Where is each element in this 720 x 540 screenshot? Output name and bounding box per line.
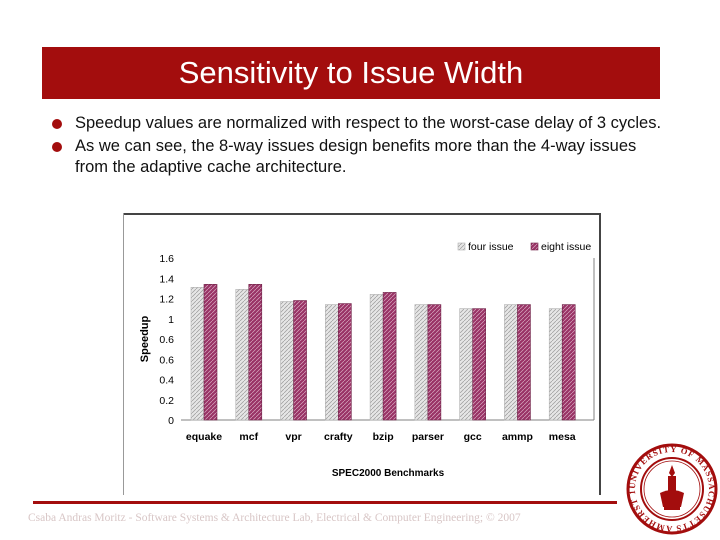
bar-eight-issue-gcc — [472, 308, 486, 421]
y-tick-label: 1.2 — [159, 294, 174, 306]
chart-frame-left — [123, 213, 124, 495]
bar-four-issue-bzip — [369, 294, 384, 421]
bar-four-issue-mcf — [235, 289, 250, 421]
x-tick-label: mcf — [239, 431, 258, 443]
bar-four-issue-ammp — [504, 304, 518, 421]
y-tick-label: 1.4 — [159, 273, 174, 285]
footer-credit: Csaba Andras Moritz - Software Systems &… — [28, 512, 521, 524]
bar-four-issue-crafty — [325, 304, 339, 421]
y-tick-label: 1.6 — [159, 253, 174, 265]
x-tick-label: vpr — [285, 431, 301, 443]
bar-four-issue-mesa — [548, 308, 563, 421]
x-tick-label: parser — [412, 431, 444, 443]
y-tick-label: 0.6 — [159, 334, 174, 346]
speedup-bar-chart: 0 0.2 0.4 0.6 0.6 1 1.2 1.4 1.6 equake mcf vpr craf… — [139, 241, 595, 479]
y-tick-label: 0.4 — [159, 375, 174, 387]
bar-eight-issue-mesa — [561, 304, 576, 421]
legend-swatch — [530, 242, 539, 251]
university-seal-icon: UNIVERSITY OF MASSACHUSETTS AMHERST 1863 — [626, 443, 718, 535]
bullet-text: Speedup values are normalized with respe… — [75, 114, 662, 132]
x-tick-label: mesa — [549, 431, 576, 443]
bar-four-issue-equake — [190, 287, 205, 421]
bar-eight-issue-crafty — [338, 303, 352, 421]
x-tick-label: gcc — [464, 431, 482, 443]
bar-eight-issue-vpr — [293, 300, 307, 421]
legend: four issue eight issue — [457, 241, 591, 253]
bar-four-issue-vpr — [280, 301, 294, 421]
bar-eight-issue-ammp — [517, 304, 531, 421]
bar-eight-issue-parser — [427, 304, 442, 421]
y-tick-label: 0 — [168, 415, 174, 427]
y-tick-label: 1 — [168, 314, 174, 326]
chart-frame-top — [123, 213, 601, 215]
bullet-item: Speedup values are normalized with respe… — [52, 113, 662, 134]
x-tick-label: crafty — [324, 431, 353, 443]
bullet-dot-icon — [52, 119, 62, 129]
bullet-text: As we can see, the 8-way issues design b… — [75, 137, 637, 176]
legend-label: eight issue — [541, 241, 591, 253]
bullet-dot-icon — [52, 142, 62, 152]
bar-eight-issue-equake — [203, 284, 218, 421]
y-tick-label: 0.2 — [159, 395, 174, 407]
footer-divider — [33, 501, 617, 504]
legend-swatch — [457, 242, 466, 251]
bar-four-issue-gcc — [459, 308, 473, 421]
bar-four-issue-parser — [414, 304, 429, 421]
title-bar: Sensitivity to Issue Width — [42, 47, 660, 99]
bullet-list: Speedup values are normalized with respe… — [52, 113, 662, 180]
x-tick-label: bzip — [373, 431, 394, 443]
legend-label: four issue — [468, 241, 514, 253]
x-tick-label: equake — [186, 431, 222, 443]
chart-frame-right — [599, 213, 601, 495]
x-axis-label: SPEC2000 Benchmarks — [332, 468, 445, 479]
bar-eight-issue-bzip — [382, 292, 397, 421]
slide-title: Sensitivity to Issue Width — [178, 55, 524, 90]
x-tick-label: ammp — [502, 431, 533, 443]
y-axis-label: Speedup — [139, 315, 151, 362]
bar-eight-issue-mcf — [248, 284, 263, 421]
bullet-item: As we can see, the 8-way issues design b… — [52, 136, 662, 178]
y-tick-label: 0.6 — [159, 354, 174, 366]
